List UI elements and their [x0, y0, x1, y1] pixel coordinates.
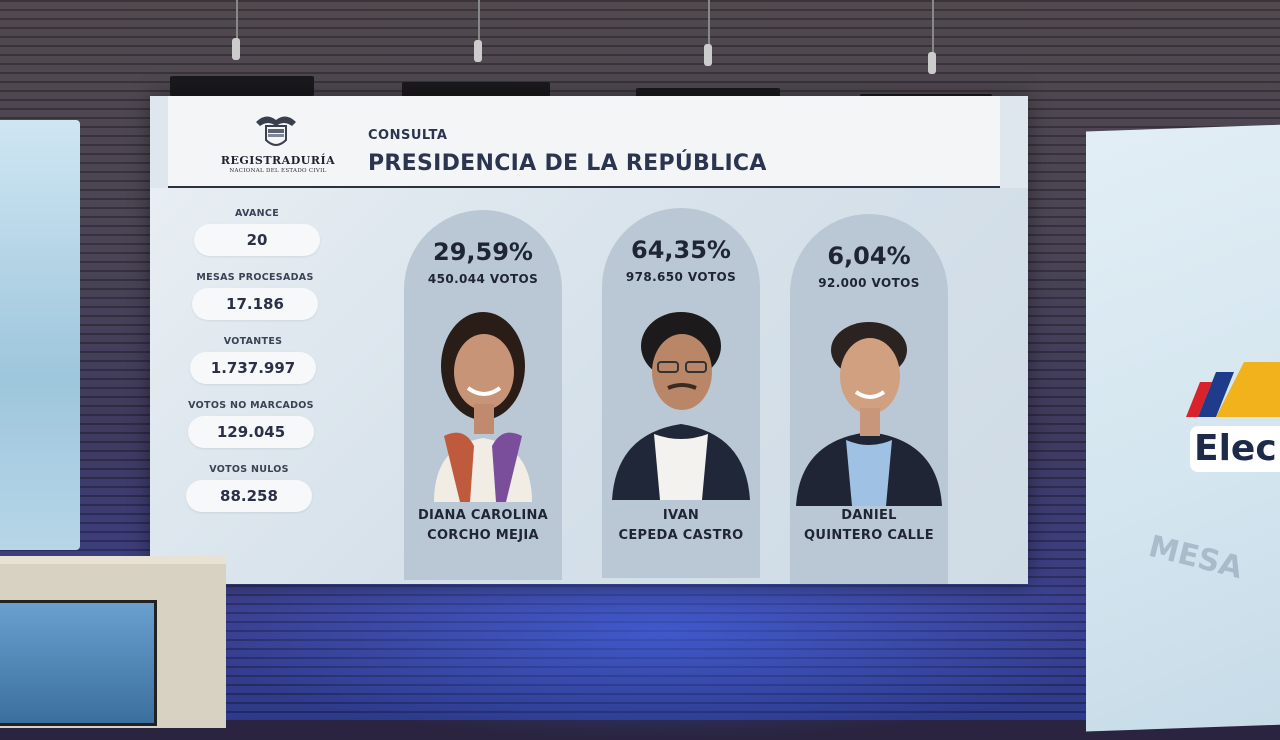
- stat-value-mesas: 17.186: [192, 288, 318, 320]
- candidate-photo: [404, 296, 562, 502]
- electoral-logo-icon: [1186, 362, 1280, 417]
- candidate-votes: 92.000 VOTOS: [818, 276, 920, 290]
- stat-label-nulos: VOTOS NULOS: [209, 464, 289, 475]
- brand-logo-text: Elec: [1190, 426, 1280, 472]
- results-screen: REGISTRADURÍA NACIONAL DEL ESTADO CIVIL …: [150, 96, 1028, 584]
- podium-monitor: [0, 600, 157, 726]
- screen-header: REGISTRADURÍA NACIONAL DEL ESTADO CIVIL …: [168, 96, 1000, 188]
- stat-value-no-marcados: 129.045: [188, 416, 314, 448]
- stat-label-avance: AVANCE: [235, 208, 279, 219]
- candidate-name-first: DIANA CAROLINA: [417, 508, 549, 523]
- institution-subtitle: NACIONAL DEL ESTADO CIVIL: [229, 168, 327, 174]
- candidate-votes: 978.650 VOTOS: [625, 270, 737, 284]
- stat-value-nulos: 88.258: [186, 480, 312, 512]
- candidate-name-first: IVAN: [662, 508, 700, 523]
- consulta-label: CONSULTA: [368, 128, 448, 143]
- candidate-percent: 6,04%: [827, 242, 911, 270]
- coat-of-arms-icon: [256, 116, 296, 146]
- stat-value-avance: 20: [194, 224, 320, 256]
- stat-label-mesas: MESAS PROCESADAS: [196, 272, 314, 283]
- stat-label-no-marcados: VOTOS NO MARCADOS: [188, 400, 314, 411]
- candidate-photo: [790, 300, 948, 506]
- candidate-card: 6,04% 92.000 VOTOS DANIEL QUINTERO CALLE: [790, 214, 948, 584]
- candidate-votes: 450.044 VOTOS: [427, 272, 539, 286]
- candidate-card: 64,35% 978.650 VOTOS IVAN CEPEDA CASTRO: [602, 208, 760, 578]
- candidate-percent: 64,35%: [631, 236, 731, 264]
- candidate-percent: 29,59%: [433, 238, 533, 266]
- candidate-card: 29,59% 450.044 VOTOS DIANA CAROLINA CORC…: [404, 210, 562, 580]
- candidate-name-last: CEPEDA CASTRO: [618, 528, 744, 543]
- candidate-name-last: CORCHO MEJIA: [427, 528, 539, 543]
- ceiling-rig: [0, 0, 1280, 114]
- candidate-name-first: DANIEL: [841, 508, 897, 523]
- page-title: PRESIDENCIA DE LA REPÚBLICA: [368, 151, 767, 176]
- institution-name: REGISTRADURÍA: [220, 154, 336, 167]
- candidate-photo: [602, 294, 760, 500]
- screen-body: AVANCE 20 MESAS PROCESADAS 17.186 VOTANT…: [150, 188, 1028, 584]
- stage-light-glow: [180, 560, 1140, 740]
- candidate-name-last: QUINTERO CALLE: [804, 528, 934, 543]
- left-banner: [0, 120, 80, 550]
- stat-value-votantes: 1.737.997: [190, 352, 316, 384]
- stat-label-votantes: VOTANTES: [223, 336, 283, 347]
